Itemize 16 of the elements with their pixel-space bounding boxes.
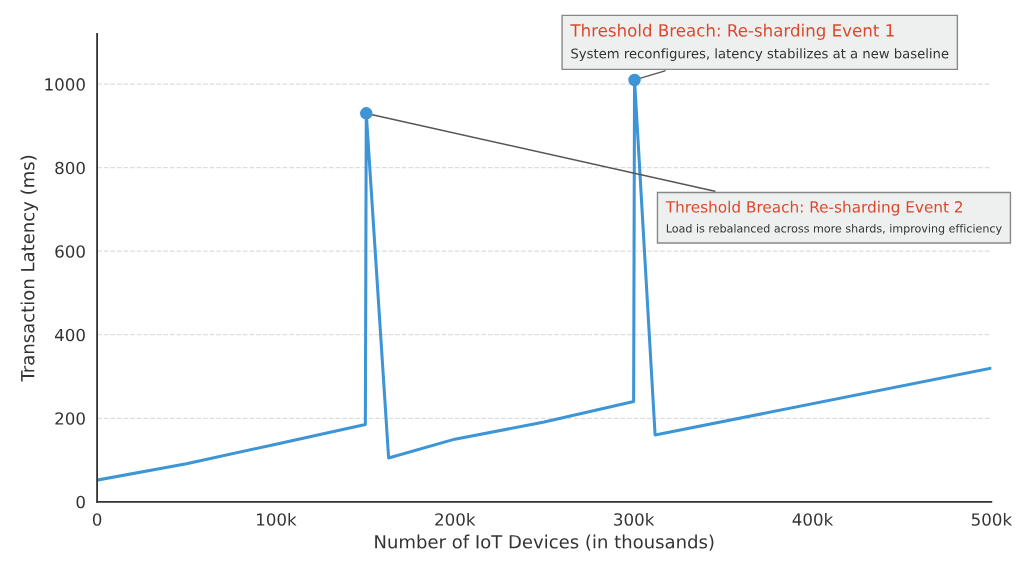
y-tick-label: 600 bbox=[55, 245, 85, 258]
x-axis-title: Number of IoT Devices (in thousands) bbox=[375, 534, 714, 551]
y-tick-label: 400 bbox=[54, 328, 85, 342]
x-tick-label: 0 bbox=[92, 513, 102, 526]
y-axis-title: Transaction Latency (ms) bbox=[20, 155, 39, 382]
y-tick-label: 0 bbox=[76, 495, 85, 509]
annotation: Threshold Breach: Re-sharding Event 1 System reconfigures, latency stabilizes at a new baseline bbox=[570, 23, 949, 61]
y-tick-label: 200 bbox=[55, 412, 85, 425]
y-tick-label: 800 bbox=[55, 161, 85, 175]
annotation: Threshold Breach: Re-sharding Event 2 Load is rebalanced across more shards, improving efficiency bbox=[665, 200, 1002, 235]
x-tick-label: 300k bbox=[614, 512, 655, 526]
x-tick-label: 400k bbox=[792, 512, 834, 526]
x-tick-label: 100k bbox=[257, 512, 297, 526]
x-tick-label: 500k bbox=[971, 512, 1013, 526]
y-tick-label: 1000 bbox=[45, 78, 85, 91]
x-tick-label: 200k bbox=[435, 512, 476, 526]
